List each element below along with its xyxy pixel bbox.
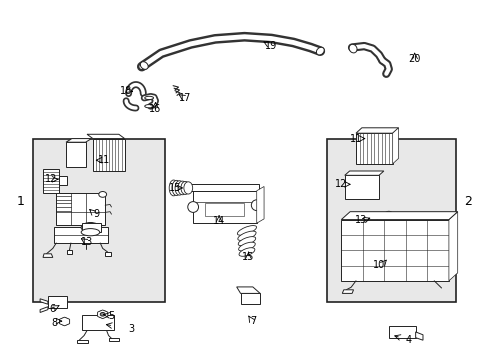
Bar: [205, 203, 244, 216]
Ellipse shape: [81, 229, 100, 236]
Polygon shape: [40, 307, 48, 312]
Polygon shape: [415, 332, 422, 340]
Text: 17: 17: [178, 93, 191, 103]
Bar: [341, 220, 448, 281]
Text: 12: 12: [334, 179, 347, 189]
Bar: [240, 293, 260, 304]
Ellipse shape: [169, 180, 178, 196]
Polygon shape: [236, 287, 260, 293]
Polygon shape: [60, 317, 69, 326]
Ellipse shape: [238, 237, 255, 246]
Text: 15: 15: [168, 183, 181, 193]
Bar: [59, 176, 67, 185]
Bar: [108, 338, 119, 341]
Text: 12: 12: [45, 174, 58, 184]
Text: 2: 2: [464, 195, 471, 208]
Ellipse shape: [81, 222, 100, 233]
Bar: [77, 340, 88, 343]
Text: 11: 11: [349, 134, 362, 144]
Ellipse shape: [144, 105, 153, 108]
Text: 8: 8: [52, 318, 58, 328]
Bar: [82, 223, 101, 232]
Circle shape: [100, 312, 105, 316]
Polygon shape: [43, 254, 53, 257]
Text: 16: 16: [149, 104, 162, 114]
Text: 5: 5: [108, 311, 114, 321]
Text: 4: 4: [405, 335, 410, 345]
Text: 14: 14: [212, 216, 225, 226]
Text: 13: 13: [81, 237, 93, 247]
Text: 1: 1: [17, 195, 24, 208]
Polygon shape: [392, 128, 398, 164]
Bar: [33, 139, 165, 302]
Ellipse shape: [172, 180, 181, 195]
Polygon shape: [98, 310, 107, 319]
Bar: [56, 193, 105, 225]
Ellipse shape: [140, 62, 148, 69]
Polygon shape: [341, 212, 457, 220]
Text: 10: 10: [372, 260, 385, 270]
Polygon shape: [344, 171, 383, 175]
Text: 20: 20: [407, 54, 420, 64]
Bar: [66, 142, 85, 167]
Circle shape: [370, 213, 377, 219]
Bar: [193, 191, 256, 223]
Ellipse shape: [181, 181, 189, 194]
Circle shape: [60, 318, 69, 325]
Bar: [48, 296, 66, 308]
Text: 6: 6: [50, 304, 56, 314]
Bar: [355, 133, 392, 164]
Bar: [326, 139, 455, 302]
Ellipse shape: [178, 181, 186, 195]
Bar: [344, 175, 378, 199]
Text: 9: 9: [94, 209, 100, 219]
Ellipse shape: [348, 44, 356, 53]
Polygon shape: [66, 139, 91, 142]
Text: 18: 18: [120, 86, 132, 96]
Polygon shape: [67, 250, 72, 254]
Bar: [82, 315, 114, 330]
Ellipse shape: [239, 248, 254, 256]
Text: 19: 19: [264, 41, 277, 51]
Ellipse shape: [237, 231, 256, 240]
Circle shape: [98, 311, 107, 318]
Text: 11: 11: [97, 155, 110, 165]
Text: 7: 7: [250, 316, 256, 326]
Text: 15: 15: [242, 252, 254, 262]
Ellipse shape: [237, 226, 256, 235]
Ellipse shape: [238, 242, 255, 251]
Text: 13: 13: [354, 215, 366, 225]
Polygon shape: [256, 186, 264, 223]
Bar: [388, 326, 415, 338]
Ellipse shape: [183, 182, 192, 194]
Text: 3: 3: [128, 324, 134, 334]
Ellipse shape: [175, 181, 183, 195]
Circle shape: [384, 211, 392, 217]
Circle shape: [99, 192, 106, 197]
Ellipse shape: [187, 202, 198, 212]
Polygon shape: [448, 212, 457, 281]
Polygon shape: [40, 299, 48, 304]
Bar: [43, 169, 59, 193]
Ellipse shape: [144, 96, 153, 100]
Ellipse shape: [316, 47, 324, 55]
Bar: [93, 139, 124, 171]
Bar: [54, 227, 107, 243]
Bar: [190, 184, 259, 191]
Polygon shape: [355, 128, 398, 133]
Polygon shape: [87, 134, 124, 139]
Polygon shape: [105, 252, 111, 256]
Ellipse shape: [251, 200, 262, 211]
Polygon shape: [342, 290, 353, 293]
